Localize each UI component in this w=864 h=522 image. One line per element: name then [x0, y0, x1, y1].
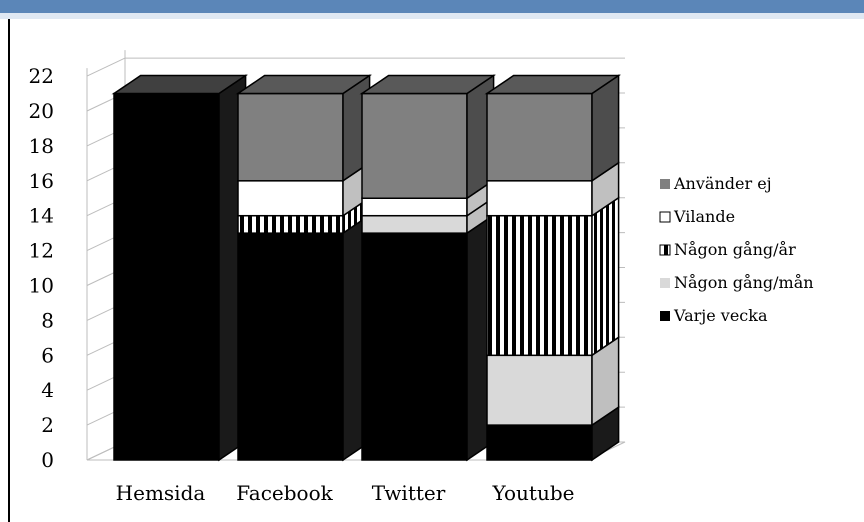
bar-segment-front	[486, 92, 593, 182]
bar-top	[111, 74, 249, 95]
bar-segment	[359, 74, 497, 200]
y-tick-label: 20	[29, 99, 54, 123]
x-category-label: Youtube	[492, 481, 575, 505]
bar-segment	[237, 161, 371, 218]
y-tick-label: 18	[29, 134, 54, 158]
bar-segment-front	[237, 180, 344, 217]
bar-segment-front	[486, 354, 593, 426]
bar-segment	[486, 405, 620, 462]
window-top-bar	[0, 0, 864, 13]
bar-segment	[361, 213, 495, 462]
bar-segment-front	[361, 214, 468, 234]
bar-segment	[111, 74, 249, 462]
legend-label: Vilande	[673, 207, 735, 226]
y-tick-label: 2	[41, 413, 54, 437]
bar-segment	[486, 161, 620, 218]
legend-label: Använder ej	[673, 174, 772, 193]
bar-top	[359, 74, 497, 95]
bar-segment-front	[486, 180, 593, 217]
bar-segment-front	[361, 197, 468, 217]
x-category-label: Hemsida	[116, 481, 206, 505]
bar-segment-front	[237, 92, 344, 182]
side-gridline	[86, 57, 126, 77]
bar-segment-front	[486, 214, 593, 357]
x-category-label: Facebook	[236, 481, 333, 505]
legend-swatch	[660, 311, 670, 321]
bars	[111, 74, 622, 462]
bar-segment	[484, 74, 622, 183]
y-tick-label: 16	[29, 169, 54, 193]
x-category-label: Twitter	[372, 481, 446, 505]
bar-segment	[237, 213, 371, 462]
legend-swatch	[660, 278, 670, 288]
legend-swatch	[659, 244, 671, 256]
frame-left-border	[8, 19, 10, 522]
legend-label: Någon gång/år	[674, 240, 796, 259]
legend-label: Någon gång/mån	[674, 273, 814, 292]
bar-segment	[486, 335, 620, 427]
bar-segment-front	[361, 92, 468, 199]
y-tick-label: 8	[41, 308, 54, 332]
y-tick-label: 6	[41, 343, 54, 367]
y-tick-label: 4	[41, 378, 54, 402]
bar-segment-front	[237, 232, 344, 461]
y-tick-label: 12	[29, 239, 54, 263]
y-axis: 0 2 4 6 8 10 12 14 16 18 20 22	[29, 64, 88, 472]
y-tick-label: 22	[29, 64, 54, 88]
legend-swatch	[659, 211, 671, 223]
bar-top	[484, 74, 622, 95]
bar-segment-front	[361, 232, 468, 461]
y-tick-label: 14	[29, 204, 54, 228]
bar-segment	[486, 196, 620, 357]
bar-top	[235, 74, 373, 95]
x-axis-labels: Hemsida Facebook Twitter Youtube	[116, 481, 575, 505]
y-tick-label: 10	[29, 274, 54, 298]
bar-segment-front	[486, 424, 593, 461]
window-top-band	[0, 13, 864, 19]
bar-segment-front	[237, 214, 344, 234]
legend-swatch	[660, 179, 670, 189]
legend-label: Varje vecka	[673, 306, 768, 325]
bar-segment-front	[113, 92, 220, 461]
bar-segment-side	[591, 196, 620, 357]
legend: Använder ej Vilande Någon gång/år Någon gån…	[659, 174, 814, 325]
y-tick-label: 0	[41, 448, 54, 472]
bar-segment	[235, 74, 373, 183]
